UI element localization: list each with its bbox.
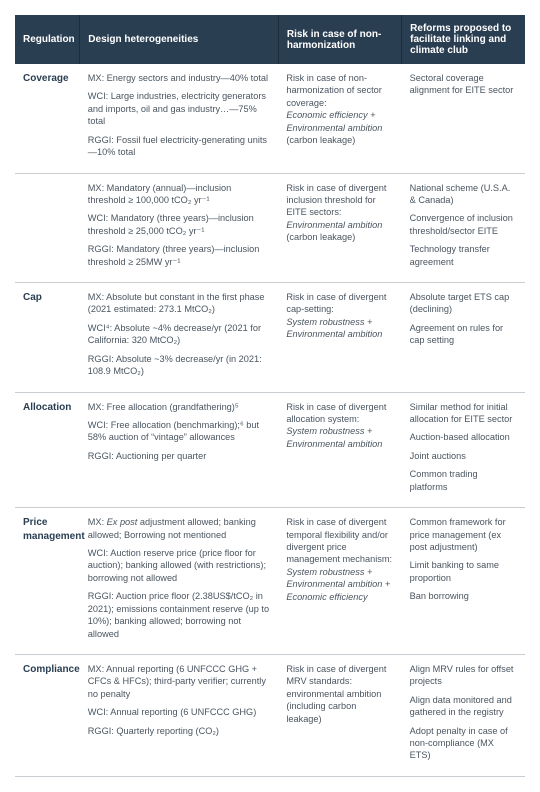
design-rggi: RGGI: Auction price floor (2.38US$/tCO₂ … <box>88 590 271 640</box>
design-rggi: RGGI: Fossil fuel electricity-generating… <box>88 134 271 159</box>
cell-reforms: Common framework for price management (e… <box>402 508 525 655</box>
risk-terms: System robustness + Environmental ambiti… <box>286 426 382 448</box>
table-header-row: Regulation Design heterogeneities Risk i… <box>15 15 525 64</box>
cell-risk: Risk in case of divergent MRV standards:… <box>278 654 401 776</box>
col-reforms: Reforms proposed to facilitate linking a… <box>402 15 525 64</box>
design-mx: MX: Energy sectors and industry—40% tota… <box>88 72 271 84</box>
design-rggi: RGGI: Absolute ~3% decrease/yr (in 2021:… <box>88 353 271 378</box>
table-row: Coverage MX: Energy sectors and industry… <box>15 64 525 173</box>
cell-reforms: National scheme (U.S.A. & Canada) Conver… <box>402 173 525 283</box>
risk-lead: Risk in case of non-harmonization of sec… <box>286 73 382 108</box>
reform-item: Ban borrowing <box>410 590 517 602</box>
cell-reforms: Align MRV rules for offset projects Alig… <box>402 654 525 776</box>
design-wci: WCI: Mandatory (three years)—inclusion t… <box>88 212 271 237</box>
design-mx: MX: Mandatory (annual)—inclusion thresho… <box>88 182 271 207</box>
reform-item: Common trading platforms <box>410 468 517 493</box>
cell-reforms: Similar method for initial allocation fo… <box>402 392 525 508</box>
risk-tail: (carbon leakage) <box>286 232 355 242</box>
reform-item: Absolute target ETS cap (declining) <box>410 291 517 316</box>
cell-reforms: Absolute target ETS cap (declining) Agre… <box>402 283 525 393</box>
reform-item: Limit banking to same proportion <box>410 559 517 584</box>
cell-reforms: Sectoral coverage alignment for EITE sec… <box>402 64 525 173</box>
cell-design: MX: Absolute but constant in the first p… <box>80 283 279 393</box>
risk-lead: Risk in case of divergent inclusion thre… <box>286 183 386 218</box>
design-rggi: RGGI: Mandatory (three years)—inclusion … <box>88 243 271 268</box>
design-mx: MX: Annual reporting (6 UNFCCC GHG + CFC… <box>88 663 271 700</box>
design-mx: MX: Ex post adjustment allowed; banking … <box>88 516 271 541</box>
reform-item: Similar method for initial allocation fo… <box>410 401 517 426</box>
risk-terms: System robustness + Environmental ambiti… <box>286 317 382 339</box>
regulation-table: Regulation Design heterogeneities Risk i… <box>15 15 525 777</box>
reform-item: Align data monitored and gathered in the… <box>410 694 517 719</box>
reform-item: Sectoral coverage alignment for EITE sec… <box>410 72 517 97</box>
cell-regulation: Compliance <box>15 654 80 776</box>
cell-regulation: Coverage <box>15 64 80 173</box>
reform-item: Common framework for price management (e… <box>410 516 517 553</box>
risk-lead: Risk in case of divergent temporal flexi… <box>286 517 392 564</box>
cell-risk: Risk in case of divergent cap-setting: S… <box>278 283 401 393</box>
cell-design: MX: Energy sectors and industry—40% tota… <box>80 64 279 173</box>
table-row: MX: Mandatory (annual)—inclusion thresho… <box>15 173 525 283</box>
design-wci: WCI: Auction reserve price (price floor … <box>88 547 271 584</box>
design-mx: MX: Free allocation (grandfathering)⁵ <box>88 401 271 413</box>
cell-design: MX: Free allocation (grandfathering)⁵ WC… <box>80 392 279 508</box>
risk-lead: Risk in case of divergent cap-setting: <box>286 292 386 314</box>
design-wci: WCI: Free allocation (benchmarking);⁶ bu… <box>88 419 271 444</box>
cell-risk: Risk in case of divergent inclusion thre… <box>278 173 401 283</box>
cell-design: MX: Annual reporting (6 UNFCCC GHG + CFC… <box>80 654 279 776</box>
cell-risk: Risk in case of non-harmonization of sec… <box>278 64 401 173</box>
cell-regulation: Allocation <box>15 392 80 508</box>
reform-item: National scheme (U.S.A. & Canada) <box>410 182 517 207</box>
risk-terms: System robustness + Environmental ambiti… <box>286 567 390 602</box>
design-rggi: RGGI: Quarterly reporting (CO₂) <box>88 725 271 737</box>
risk-terms: Economic efficiency + Environmental ambi… <box>286 110 382 132</box>
cell-regulation: Cap <box>15 283 80 393</box>
risk-terms: Environmental ambition <box>286 220 382 230</box>
table-row: Cap MX: Absolute but constant in the fir… <box>15 283 525 393</box>
risk-lead: Risk in case of divergent allocation sys… <box>286 402 386 424</box>
col-risk: Risk in case of non-harmonization <box>278 15 401 64</box>
reform-item: Align MRV rules for offset projects <box>410 663 517 688</box>
design-mx: MX: Absolute but constant in the first p… <box>88 291 271 316</box>
table-row: Compliance MX: Annual reporting (6 UNFCC… <box>15 654 525 776</box>
risk-lead: Risk in case of divergent MRV standards:… <box>286 664 386 724</box>
cell-regulation <box>15 173 80 283</box>
reform-item: Joint auctions <box>410 450 517 462</box>
reform-item: Technology transfer agreement <box>410 243 517 268</box>
table-row: Price management MX: Ex post adjustment … <box>15 508 525 655</box>
design-wci: WCI: Large industries, electricity gener… <box>88 90 271 127</box>
table-row: Allocation MX: Free allocation (grandfat… <box>15 392 525 508</box>
reform-item: Convergence of inclusion threshold/secto… <box>410 212 517 237</box>
reform-item: Agreement on rules for cap setting <box>410 322 517 347</box>
reform-item: Adopt penalty in case of non-compliance … <box>410 725 517 762</box>
cell-design: MX: Ex post adjustment allowed; banking … <box>80 508 279 655</box>
table-body: Coverage MX: Energy sectors and industry… <box>15 64 525 776</box>
reform-item: Auction-based allocation <box>410 431 517 443</box>
col-regulation: Regulation <box>15 15 80 64</box>
cell-design: MX: Mandatory (annual)—inclusion thresho… <box>80 173 279 283</box>
cell-risk: Risk in case of divergent temporal flexi… <box>278 508 401 655</box>
design-wci: WCI: Annual reporting (6 UNFCCC GHG) <box>88 706 271 718</box>
risk-tail: (carbon leakage) <box>286 135 355 145</box>
design-wci: WCI⁴: Absolute ~4% decrease/yr (2021 for… <box>88 322 271 347</box>
cell-regulation: Price management <box>15 508 80 655</box>
cell-risk: Risk in case of divergent allocation sys… <box>278 392 401 508</box>
col-design: Design heterogeneities <box>80 15 279 64</box>
design-rggi: RGGI: Auctioning per quarter <box>88 450 271 462</box>
